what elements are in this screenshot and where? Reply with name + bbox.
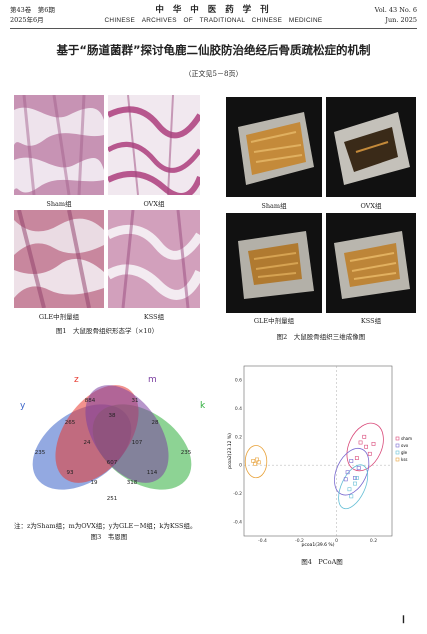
volume-issue-en: Vol. 43 No. 6 [374, 6, 417, 14]
venn-count: 114 [147, 470, 158, 476]
data-point-gle [349, 494, 354, 499]
figure-1-label-gle: GLE中剂量组 [38, 313, 80, 321]
y-tick-label: -0.4 [233, 519, 242, 525]
confidence-ellipse-gle [338, 464, 369, 510]
venn-set-m [85, 385, 169, 483]
data-point-sham [364, 444, 369, 449]
figure-2-label-sham: Sham组 [261, 202, 287, 210]
article-title: 基于“肠道菌群”探讨龟鹿二仙胶防治绝经后骨质疏松症的机制 [56, 43, 371, 57]
figure-1-label-kss: KSS组 [143, 313, 165, 321]
venn-count: 318 [127, 480, 138, 486]
data-point-kss [256, 460, 261, 465]
data-point-sham [354, 456, 359, 460]
figure-1-caption: 图1 大鼠股骨组织形态学（×10） [55, 327, 159, 335]
y-tick-label: 0.2 [235, 434, 242, 440]
x-tick-label: -0.4 [258, 538, 267, 544]
figure-2-label-gle: GLE中剂量组 [253, 317, 295, 325]
article-subtitle: （正文见5－8页） [184, 70, 243, 78]
legend-swatch-kss [395, 457, 400, 462]
page-number: Ⅰ [402, 615, 405, 626]
issue-date-en: Jun. 2025 [385, 16, 417, 24]
confidence-ellipse-sham [346, 422, 384, 472]
legend-swatch-ovx [395, 443, 400, 448]
data-point-ovx [345, 470, 350, 475]
venn-count: 28 [152, 420, 159, 426]
y-tick-label: -0.2 [233, 491, 242, 497]
figure-4-caption: 图4 PCoA图 [301, 558, 343, 566]
venn-label-k: k [200, 401, 206, 411]
figure-2-label-ovx: OVX组 [360, 202, 382, 210]
data-point-gle [347, 487, 352, 492]
venn-count: 24 [84, 440, 91, 446]
data-point-ovx [356, 466, 361, 470]
venn-count: 31 [132, 398, 139, 404]
data-point-sham [362, 434, 367, 439]
y-tick-label: 0.4 [235, 406, 242, 412]
data-point-ovx [343, 477, 348, 482]
y-axis-label: pcoa2(23.12 %) [227, 433, 233, 469]
venn-count: 107 [132, 440, 143, 446]
journal-name: 中 华 中 医 药 学 刊 CHINESE ARCHIVES OF TRADIT… [100, 5, 327, 25]
venn-label-z: z [74, 375, 79, 385]
venn-count: 93 [67, 470, 74, 476]
pcoa-plot: -0.4 -0.2 0 0.2 0.6 0.4 0.2 0 -0.2 -0.4 pcoa1(39… [227, 365, 412, 548]
figure-3-note: 注：z为Sham组；m为OVX组；y为GLE－M组；k为KSS组。 [14, 522, 197, 530]
legend-swatch-sham [395, 436, 400, 441]
y-tick-label: 0.6 [235, 378, 242, 384]
venn-count: 38 [109, 413, 116, 419]
data-point-sham [367, 451, 372, 456]
venn-label-y: y [20, 401, 26, 411]
issue-date: 2025年6月 [10, 16, 44, 24]
x-tick-label: 0.2 [370, 538, 377, 544]
histology-image-sham [14, 95, 104, 195]
figure-3-caption: 图3 韦恩图 [90, 533, 128, 541]
ct-image-gle [226, 213, 322, 313]
venn-label-m: m [148, 375, 157, 385]
confidence-ellipse-kss [244, 445, 268, 479]
venn-count: 235 [181, 450, 192, 456]
ct-image-kss [326, 213, 416, 313]
venn-count: 19 [91, 480, 98, 486]
figure-1-label-sham: Sham组 [46, 200, 72, 208]
venn-count: 607 [107, 460, 118, 466]
histology-image-kss [108, 210, 200, 308]
venn-count: 251 [107, 496, 118, 502]
data-point-kss [253, 461, 258, 466]
figure-2-caption: 图2 大鼠股骨组织三维成像图 [276, 333, 366, 341]
data-point-ovx [349, 459, 354, 463]
legend-label-kss: kss [401, 457, 407, 462]
venn-count: 235 [35, 450, 46, 456]
ct-image-ovx [326, 97, 416, 197]
histology-image-ovx [108, 95, 200, 195]
plot-frame [243, 365, 393, 537]
legend-label-gle: gle [401, 450, 408, 455]
confidence-ellipse-ovx [334, 447, 370, 496]
data-point-sham [371, 442, 376, 446]
legend-swatch-gle [395, 450, 400, 455]
figure-2-label-kss: KSS组 [360, 317, 382, 325]
data-point-sham [358, 440, 363, 445]
legend-label-sham: sham [401, 436, 412, 441]
ct-image-sham [226, 97, 322, 197]
volume-issue: 第43卷 第6期 [10, 6, 55, 14]
x-tick-label: 0 [335, 538, 338, 544]
journal-header: 第43卷 第6期 2025年6月 中 华 中 医 药 学 刊 CHINESE A… [10, 5, 417, 35]
journal-name-cn: 中 华 中 医 药 学 刊 [155, 5, 272, 15]
data-point-gle [354, 476, 359, 480]
venn-diagram: z m y k 235 884 31 235 265 38 28 24 107 … [20, 375, 206, 502]
y-tick-label: 0 [239, 463, 242, 469]
histology-image-gle [14, 210, 104, 308]
issue-info: 第43卷 第6期 2025年6月 [10, 5, 55, 25]
journal-name-en: CHINESE ARCHIVES OF TRADITIONAL CHINESE … [104, 17, 323, 24]
header-rule [10, 28, 417, 29]
x-tick-label: -0.2 [295, 538, 304, 544]
venn-count: 884 [85, 398, 96, 404]
data-point-gle [353, 481, 357, 486]
figure-1-label-ovx: OVX组 [143, 200, 165, 208]
venn-count: 265 [65, 420, 76, 426]
x-axis-label: pcoa1(39.6 %) [302, 542, 335, 548]
issue-info-en: Vol. 43 No. 6 Jun. 2025 [375, 5, 417, 25]
legend-label-ovx: ovx [401, 443, 409, 448]
